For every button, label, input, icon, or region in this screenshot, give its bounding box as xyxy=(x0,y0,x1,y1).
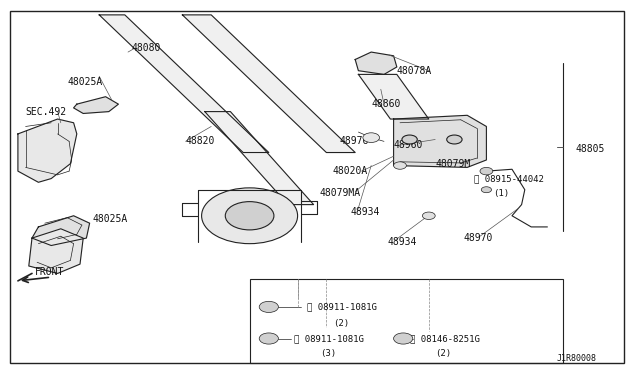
Text: (3): (3) xyxy=(320,349,336,358)
Bar xyxy=(250,279,563,363)
Text: 48079M: 48079M xyxy=(435,159,470,169)
Text: 48860: 48860 xyxy=(371,99,401,109)
Circle shape xyxy=(402,135,417,144)
Polygon shape xyxy=(74,97,118,113)
Text: 48934: 48934 xyxy=(351,207,380,217)
Polygon shape xyxy=(99,15,269,153)
Text: 48025A: 48025A xyxy=(93,215,128,224)
Text: 48078A: 48078A xyxy=(397,66,432,76)
Text: Ⓝ 08911-1081G: Ⓝ 08911-1081G xyxy=(294,334,364,343)
Text: (1): (1) xyxy=(493,189,509,198)
Text: 48820: 48820 xyxy=(186,137,215,146)
Circle shape xyxy=(202,188,298,244)
Text: 48976: 48976 xyxy=(339,137,369,146)
Text: 48805: 48805 xyxy=(576,144,605,154)
Text: 48079MA: 48079MA xyxy=(320,189,361,198)
Circle shape xyxy=(259,333,278,344)
Circle shape xyxy=(447,135,462,144)
Polygon shape xyxy=(29,229,83,273)
Polygon shape xyxy=(358,74,429,119)
Text: (2): (2) xyxy=(333,319,349,328)
Polygon shape xyxy=(205,112,314,205)
Text: Ⓝ 08911-1081G: Ⓝ 08911-1081G xyxy=(307,302,377,311)
Circle shape xyxy=(259,301,278,312)
Polygon shape xyxy=(18,119,77,182)
Text: 48025A: 48025A xyxy=(67,77,102,87)
Circle shape xyxy=(481,187,492,193)
Polygon shape xyxy=(394,115,486,167)
Polygon shape xyxy=(182,15,355,153)
Text: J1R80008: J1R80008 xyxy=(557,355,596,363)
Text: SEC.492: SEC.492 xyxy=(26,107,67,116)
Text: 48080: 48080 xyxy=(131,44,161,53)
Text: 48960: 48960 xyxy=(394,140,423,150)
Text: (2): (2) xyxy=(435,349,451,358)
Circle shape xyxy=(225,202,274,230)
Circle shape xyxy=(394,333,413,344)
Polygon shape xyxy=(32,216,90,246)
Text: FRONT: FRONT xyxy=(35,267,65,276)
Text: 48020A: 48020A xyxy=(333,166,368,176)
Circle shape xyxy=(422,212,435,219)
Text: 48934: 48934 xyxy=(387,237,417,247)
Polygon shape xyxy=(355,52,397,74)
Text: 48970: 48970 xyxy=(464,233,493,243)
Circle shape xyxy=(363,133,380,142)
Text: Ⓝ 08915-44042: Ⓝ 08915-44042 xyxy=(474,174,543,183)
Text: Ⓑ 08146-8251G: Ⓑ 08146-8251G xyxy=(410,334,479,343)
Circle shape xyxy=(394,162,406,169)
Circle shape xyxy=(480,167,493,175)
